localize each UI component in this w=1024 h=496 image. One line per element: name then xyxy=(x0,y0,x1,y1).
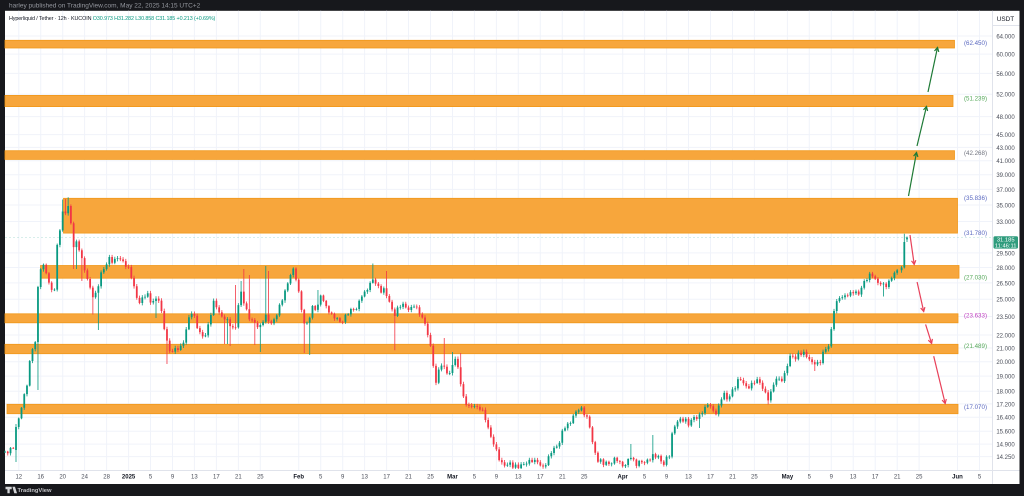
svg-text:5: 5 xyxy=(149,474,153,480)
svg-text:(17.070): (17.070) xyxy=(964,404,987,411)
svg-text:18.000: 18.000 xyxy=(996,390,1015,396)
svg-text:29.500: 29.500 xyxy=(996,251,1015,257)
svg-text:14.900: 14.900 xyxy=(996,443,1015,449)
svg-text:20.000: 20.000 xyxy=(996,360,1015,366)
svg-text:9: 9 xyxy=(830,474,834,480)
svg-text:Mar: Mar xyxy=(447,474,458,480)
svg-text:(27.030): (27.030) xyxy=(964,275,987,282)
svg-text:(62.450): (62.450) xyxy=(964,40,987,47)
svg-text:May: May xyxy=(782,474,794,480)
svg-text:5: 5 xyxy=(473,474,477,480)
svg-text:22.000: 22.000 xyxy=(996,333,1015,339)
svg-text:35.000: 35.000 xyxy=(996,203,1015,209)
svg-text:Hyperliquid / Tether · 12h · K: Hyperliquid / Tether · 12h · KUCOIN O30.… xyxy=(9,16,216,22)
svg-text:(23.633): (23.633) xyxy=(964,312,987,319)
svg-text:(51.239): (51.239) xyxy=(964,96,987,103)
svg-text:5: 5 xyxy=(808,474,812,480)
svg-text:5: 5 xyxy=(319,474,323,480)
svg-text:USDT: USDT xyxy=(997,16,1014,23)
svg-text:9: 9 xyxy=(665,474,669,480)
svg-text:15.600: 15.600 xyxy=(996,430,1015,436)
svg-text:17: 17 xyxy=(537,474,544,480)
svg-text:31.185: 31.185 xyxy=(997,238,1015,244)
svg-text:43.000: 43.000 xyxy=(996,146,1015,152)
svg-text:17: 17 xyxy=(707,474,714,480)
svg-text:21: 21 xyxy=(559,474,566,480)
svg-text:16: 16 xyxy=(37,474,44,480)
svg-text:37.000: 37.000 xyxy=(996,188,1015,194)
svg-text:25: 25 xyxy=(751,474,758,480)
svg-text:17: 17 xyxy=(383,474,390,480)
svg-text:25: 25 xyxy=(427,474,434,480)
svg-text:25: 25 xyxy=(257,474,264,480)
svg-text:25.000: 25.000 xyxy=(996,298,1015,304)
svg-text:Apr: Apr xyxy=(618,474,629,480)
svg-text:41.000: 41.000 xyxy=(996,159,1015,165)
svg-text:(42.268): (42.268) xyxy=(964,150,987,157)
svg-text:20: 20 xyxy=(59,474,66,480)
svg-text:2025: 2025 xyxy=(122,474,136,480)
svg-text:17: 17 xyxy=(872,474,879,480)
svg-text:26.500: 26.500 xyxy=(996,281,1015,287)
svg-text:39.000: 39.000 xyxy=(996,173,1015,179)
svg-text:5: 5 xyxy=(643,474,647,480)
svg-text:28: 28 xyxy=(103,474,110,480)
svg-text:5: 5 xyxy=(978,474,982,480)
svg-text:16.400: 16.400 xyxy=(996,416,1015,422)
svg-text:56.000: 56.000 xyxy=(996,72,1015,78)
svg-text:(35.836): (35.836) xyxy=(964,195,987,202)
svg-text:21: 21 xyxy=(235,474,242,480)
svg-text:60.000: 60.000 xyxy=(996,53,1015,59)
svg-text:25: 25 xyxy=(916,474,923,480)
svg-text:13: 13 xyxy=(685,474,692,480)
svg-text:21.000: 21.000 xyxy=(996,346,1015,352)
svg-text:24: 24 xyxy=(81,474,88,480)
svg-text:21: 21 xyxy=(405,474,412,480)
svg-text:23.500: 23.500 xyxy=(996,315,1015,321)
svg-text:25: 25 xyxy=(581,474,588,480)
svg-text:21: 21 xyxy=(894,474,901,480)
svg-text:11:46:11: 11:46:11 xyxy=(995,243,1017,249)
svg-text:Jun: Jun xyxy=(952,474,963,480)
svg-text:12: 12 xyxy=(15,474,22,480)
svg-text:21: 21 xyxy=(729,474,736,480)
svg-text:harley published on TradingVie: harley published on TradingView.com, May… xyxy=(9,3,201,10)
svg-text:14.250: 14.250 xyxy=(996,455,1015,461)
svg-text:13: 13 xyxy=(361,474,368,480)
svg-text:48.000: 48.000 xyxy=(996,115,1015,121)
svg-text:9: 9 xyxy=(171,474,175,480)
svg-text:13: 13 xyxy=(850,474,857,480)
svg-text:9: 9 xyxy=(495,474,499,480)
svg-text:45.000: 45.000 xyxy=(996,133,1015,139)
svg-text:Feb: Feb xyxy=(293,474,304,480)
svg-text:17.200: 17.200 xyxy=(996,402,1015,408)
svg-text:19.000: 19.000 xyxy=(996,375,1015,381)
svg-text:(21.489): (21.489) xyxy=(964,343,987,350)
svg-text:(31.780): (31.780) xyxy=(964,230,987,237)
svg-text:52.000: 52.000 xyxy=(996,93,1015,99)
svg-text:13: 13 xyxy=(191,474,198,480)
svg-text:9: 9 xyxy=(341,474,345,480)
svg-text:33.000: 33.000 xyxy=(996,220,1015,226)
svg-text:TradingView: TradingView xyxy=(18,488,53,494)
svg-text:17: 17 xyxy=(213,474,220,480)
svg-text:28.000: 28.000 xyxy=(996,266,1015,272)
svg-text:64.000: 64.000 xyxy=(996,34,1015,40)
svg-text:13: 13 xyxy=(515,474,522,480)
